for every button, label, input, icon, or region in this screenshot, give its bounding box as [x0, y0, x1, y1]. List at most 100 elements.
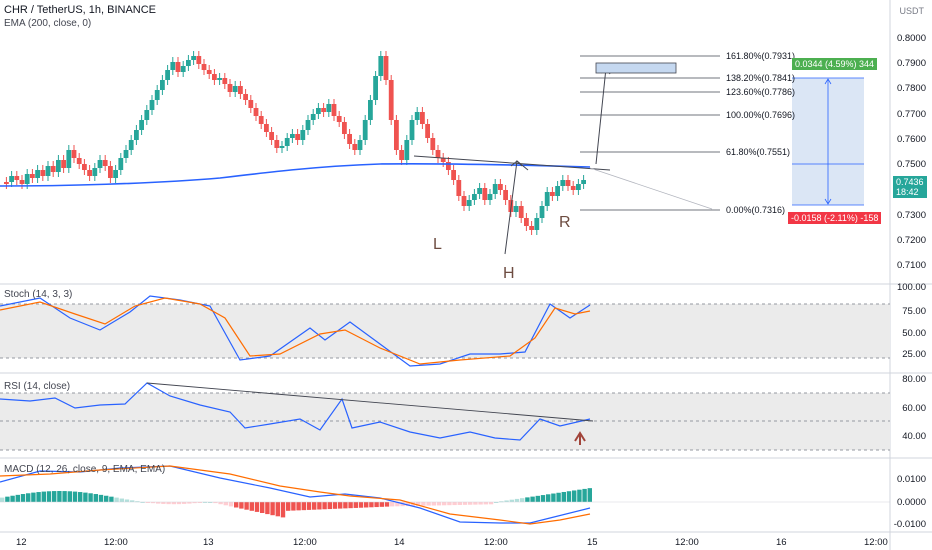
candle-body — [414, 112, 420, 120]
measure-up-label: 0.0344 (4.59%) 344 — [792, 58, 878, 70]
candle-body — [550, 192, 555, 196]
candle-body — [321, 108, 326, 112]
macd-bar — [166, 502, 171, 505]
candle-body — [149, 100, 155, 110]
macd-bar — [374, 502, 379, 508]
candle-body — [186, 60, 191, 66]
macd-bar — [0, 497, 5, 502]
macd-label[interactable]: MACD (12, 26, close, 9, EMA, EMA) — [4, 464, 166, 475]
macd-bar — [36, 492, 41, 502]
candle-body — [4, 182, 9, 184]
macd-bar — [457, 502, 462, 505]
macd-bar — [494, 502, 499, 503]
candle-body — [274, 140, 280, 148]
macd-bar — [161, 502, 166, 504]
candle-body — [404, 140, 410, 160]
candle-body — [378, 56, 384, 76]
macd-bar — [551, 493, 556, 502]
stoch-k-line — [0, 295, 591, 367]
macd-bar — [260, 502, 265, 513]
candle-body — [492, 184, 498, 194]
macd-bar — [556, 492, 561, 502]
macd-bar — [78, 492, 83, 502]
candle-body — [342, 122, 347, 134]
candle-body — [352, 144, 358, 150]
time-tick: 15 — [587, 537, 598, 548]
candle-body — [357, 140, 363, 150]
price-tick: 0.7200 — [896, 235, 926, 246]
candle-body — [206, 70, 212, 74]
macd-bar — [478, 502, 483, 505]
macd-bar — [572, 490, 577, 502]
candle-body — [581, 180, 586, 184]
ema-line — [0, 162, 591, 187]
candle-body — [154, 90, 160, 100]
macd-bar — [390, 502, 395, 507]
rsi-label[interactable]: RSI (14, close) — [4, 381, 71, 392]
candle-body — [310, 114, 316, 120]
candle-body — [217, 78, 222, 80]
candle-body — [258, 116, 264, 124]
time-tick: 12:00 — [864, 537, 888, 548]
macd-bar — [124, 499, 130, 502]
candle-body — [430, 138, 436, 150]
signal-line — [0, 465, 591, 525]
target-box — [595, 62, 677, 74]
macd-bar — [509, 499, 514, 502]
macd-bar — [171, 502, 176, 505]
candle-body — [243, 94, 248, 100]
candle-body — [56, 160, 61, 172]
candle-body — [565, 180, 571, 186]
candle-body — [300, 130, 306, 140]
macd-bar — [426, 502, 431, 506]
macd-bar — [156, 502, 161, 504]
macd-bar — [473, 502, 478, 505]
macd-bar — [213, 502, 218, 504]
candle-body — [232, 86, 238, 92]
macd-bar — [291, 502, 296, 511]
candle-body — [45, 166, 51, 176]
candle-body — [425, 124, 430, 138]
price-tick: 0.7900 — [896, 58, 926, 69]
candle-body — [446, 162, 451, 170]
macd-bar — [5, 496, 10, 502]
macd-bar — [46, 491, 52, 502]
macd-bar — [114, 497, 119, 502]
symbol-title[interactable]: CHR / TetherUS, 1h, BINANCE — [4, 4, 157, 16]
macd-bar — [228, 502, 234, 507]
candle-body — [544, 192, 550, 206]
macd-bar — [52, 491, 57, 502]
price-tick: 0.7300 — [896, 210, 926, 221]
candle-body — [160, 80, 165, 90]
candle-body — [534, 218, 540, 230]
macd-bar — [514, 498, 520, 502]
price-tick: 0.7700 — [896, 109, 926, 120]
rsi-tick: 60.00 — [902, 403, 926, 414]
time-tick: 12:00 — [293, 537, 317, 548]
candle-body — [238, 86, 243, 94]
macd-bar — [488, 502, 494, 505]
stoch-label[interactable]: Stoch (14, 3, 3) — [4, 289, 73, 300]
candle-body — [347, 134, 352, 144]
fib-label: 123.60%(0.7786) — [726, 87, 796, 97]
candle-body — [76, 158, 82, 164]
macd-bar — [405, 502, 410, 507]
candle-body — [14, 176, 20, 180]
macd-bar — [187, 502, 192, 504]
candle-body — [269, 132, 274, 140]
candle-body — [144, 110, 150, 120]
candle-body — [82, 164, 87, 170]
macd-bar — [483, 502, 488, 505]
macd-bar — [431, 502, 436, 506]
candle-body — [539, 206, 545, 218]
candle-body — [435, 150, 441, 158]
candle-body — [487, 194, 493, 200]
macd-bar — [31, 492, 36, 502]
macd-bar — [546, 494, 551, 502]
candle-body — [19, 180, 25, 184]
ema-indicator-label[interactable]: EMA (200, close, 0) — [4, 18, 92, 29]
candle-body — [461, 196, 467, 206]
macd-bar — [436, 502, 442, 506]
candle-body — [40, 170, 46, 176]
